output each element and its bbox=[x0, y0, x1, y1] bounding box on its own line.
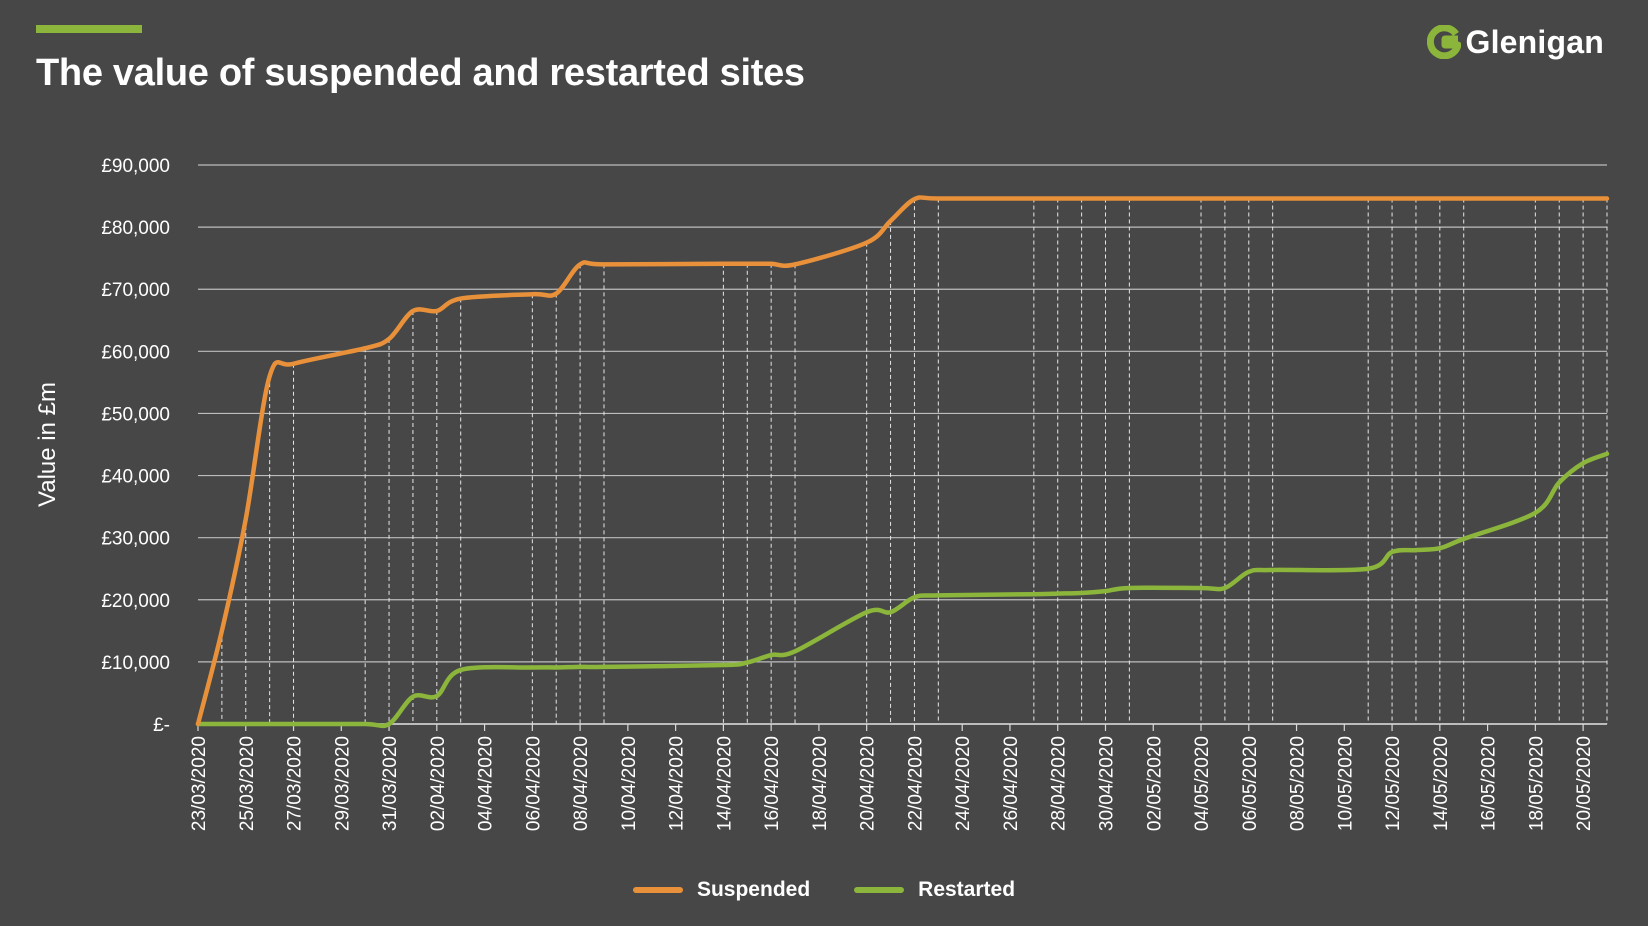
x-tick-label: 02/05/2020 bbox=[1144, 736, 1165, 831]
x-tick-label: 08/05/2020 bbox=[1288, 736, 1309, 831]
legend-label: Restarted bbox=[918, 878, 1016, 901]
x-tick-label: 18/04/2020 bbox=[810, 736, 831, 831]
y-tick-label: £50,000 bbox=[101, 404, 170, 425]
legend-swatch bbox=[632, 887, 683, 893]
legend-item-restarted: Restarted bbox=[854, 878, 1015, 902]
y-tick-label: £90,000 bbox=[101, 156, 170, 177]
glenigan-g-icon bbox=[1427, 25, 1462, 59]
x-tick-label: 24/04/2020 bbox=[953, 736, 974, 831]
x-tick-label: 10/04/2020 bbox=[619, 736, 640, 831]
x-tick-label: 12/05/2020 bbox=[1383, 736, 1404, 831]
x-tick-label: 14/05/2020 bbox=[1431, 736, 1452, 831]
y-tick-label: £30,000 bbox=[101, 529, 170, 550]
x-tick-label: 27/03/2020 bbox=[285, 736, 306, 831]
logo-text: Glenigan bbox=[1465, 23, 1604, 60]
x-tick-label: 14/04/2020 bbox=[714, 736, 735, 831]
x-tick-label: 06/05/2020 bbox=[1240, 736, 1261, 831]
chart-legend: Suspended Restarted bbox=[0, 878, 1648, 902]
legend-swatch bbox=[854, 887, 905, 893]
y-tick-label: £10,000 bbox=[101, 653, 170, 674]
glenigan-logo: Glenigan bbox=[1427, 22, 1604, 62]
y-tick-label: £- bbox=[153, 715, 170, 736]
y-axis-label: Value in £m bbox=[34, 382, 61, 507]
x-tick-label: 08/04/2020 bbox=[571, 736, 592, 831]
x-tick-label: 18/05/2020 bbox=[1526, 736, 1547, 831]
x-tick-label: 04/05/2020 bbox=[1192, 736, 1213, 831]
x-tick-label: 31/03/2020 bbox=[380, 736, 401, 831]
series-line-suspended bbox=[195, 195, 1610, 727]
legend-label: Suspended bbox=[696, 878, 811, 901]
title-accent-bar bbox=[36, 25, 142, 33]
y-tick-label: £70,000 bbox=[101, 280, 170, 301]
x-tick-label: 02/04/2020 bbox=[428, 736, 449, 831]
x-tick-label: 22/04/2020 bbox=[905, 736, 926, 831]
y-tick-label: £60,000 bbox=[101, 342, 170, 363]
x-tick-label: 20/05/2020 bbox=[1574, 736, 1595, 831]
x-tick-label: 26/04/2020 bbox=[1001, 736, 1022, 831]
x-tick-label: 04/04/2020 bbox=[476, 736, 497, 831]
chart-title: The value of suspended and restarted sit… bbox=[36, 52, 805, 94]
x-tick-label: 28/04/2020 bbox=[1049, 736, 1070, 831]
x-tick-label: 30/04/2020 bbox=[1096, 736, 1117, 831]
legend-item-suspended: Suspended bbox=[632, 878, 811, 902]
series-line-restarted bbox=[195, 451, 1610, 729]
y-tick-label: £20,000 bbox=[101, 591, 170, 612]
x-tick-label: 06/04/2020 bbox=[523, 736, 544, 831]
x-tick-label: 12/04/2020 bbox=[667, 736, 688, 831]
y-tick-label: £80,000 bbox=[101, 218, 170, 239]
y-tick-label: £40,000 bbox=[101, 467, 170, 488]
x-tick-label: 16/04/2020 bbox=[762, 736, 783, 831]
x-tick-label: 25/03/2020 bbox=[237, 736, 258, 831]
x-tick-label: 20/04/2020 bbox=[858, 736, 879, 831]
x-tick-label: 23/03/2020 bbox=[189, 736, 210, 831]
x-tick-label: 16/05/2020 bbox=[1479, 736, 1500, 831]
x-tick-label: 29/03/2020 bbox=[332, 736, 353, 831]
x-tick-label: 10/05/2020 bbox=[1335, 736, 1356, 831]
